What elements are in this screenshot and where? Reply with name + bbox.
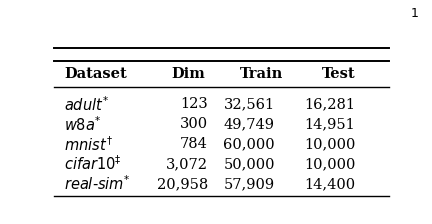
Text: 14,951: 14,951	[305, 117, 355, 131]
Text: 10,000: 10,000	[304, 137, 355, 151]
Text: Dim: Dim	[171, 67, 205, 81]
Text: $\mathit{cifar10}^{‡}$: $\mathit{cifar10}^{‡}$	[64, 155, 122, 173]
Text: 50,000: 50,000	[223, 157, 275, 171]
Text: 20,958: 20,958	[157, 177, 208, 191]
Text: $\mathit{adult}^{*}$: $\mathit{adult}^{*}$	[64, 95, 109, 114]
Text: $\mathit{real\text{-}sim}^{*}$: $\mathit{real\text{-}sim}^{*}$	[64, 174, 131, 193]
Text: $\mathit{mnist}^{†}$: $\mathit{mnist}^{†}$	[64, 135, 113, 153]
Text: 1: 1	[411, 7, 419, 20]
Text: Dataset: Dataset	[64, 67, 127, 81]
Text: 300: 300	[180, 117, 208, 131]
Text: 10,000: 10,000	[304, 157, 355, 171]
Text: 16,281: 16,281	[304, 97, 355, 112]
Text: 3,072: 3,072	[166, 157, 208, 171]
Text: 49,749: 49,749	[224, 117, 275, 131]
Text: $\mathit{w8a}^{*}$: $\mathit{w8a}^{*}$	[64, 115, 102, 134]
Text: Train: Train	[240, 67, 283, 81]
Text: 60,000: 60,000	[223, 137, 275, 151]
Text: 57,909: 57,909	[224, 177, 275, 191]
Text: Test: Test	[322, 67, 356, 81]
Text: 14,400: 14,400	[304, 177, 355, 191]
Text: 32,561: 32,561	[224, 97, 275, 112]
Text: 784: 784	[180, 137, 208, 151]
Text: 123: 123	[180, 97, 208, 112]
